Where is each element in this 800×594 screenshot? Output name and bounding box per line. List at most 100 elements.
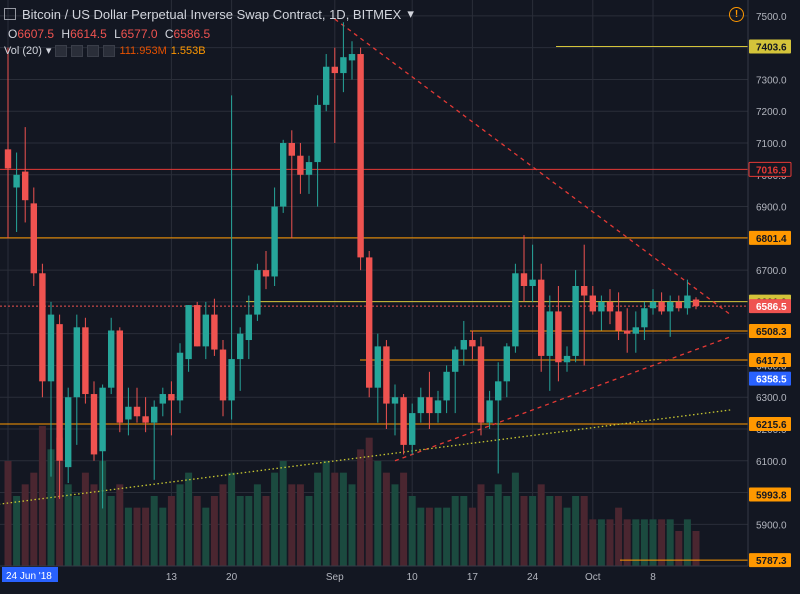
candle-body — [684, 295, 691, 309]
volume-bar — [262, 496, 270, 566]
candle-body — [340, 57, 347, 74]
time-axis[interactable]: 24 Jun '18 13 20 Sep 10 17 24 Oct 8 — [0, 565, 748, 589]
volume-bar — [382, 472, 390, 566]
price-level-tag — [749, 417, 791, 432]
symbol-title[interactable]: Bitcoin / US Dollar Perpetual Inverse Sw… — [22, 6, 402, 22]
price-axis[interactable]: 5900.06000.06100.06200.06300.06400.06500… — [747, 0, 800, 589]
trendlines — [0, 18, 731, 505]
candle-body — [271, 206, 278, 277]
candle-body — [529, 279, 536, 286]
price-level-tag — [749, 230, 791, 245]
chevron-down-icon[interactable]: ▾ — [407, 6, 414, 21]
symbol-header[interactable]: Bitcoin / US Dollar Perpetual Inverse Sw… — [4, 6, 414, 22]
candle-body — [108, 330, 115, 388]
volume-bar — [580, 496, 588, 566]
volume-bar — [47, 449, 55, 566]
candle-body — [589, 295, 596, 312]
price-levels — [0, 46, 748, 561]
volume-bar — [331, 472, 339, 566]
open-label: O — [8, 27, 18, 41]
close-icon[interactable] — [87, 44, 100, 57]
volume-bar — [288, 484, 296, 566]
open-value: 6607.5 — [17, 27, 55, 41]
candle-body — [615, 311, 622, 331]
volume-bar — [167, 496, 175, 566]
candle-body — [219, 349, 227, 401]
volume-bar — [4, 461, 12, 566]
volume-bar — [460, 496, 468, 566]
volume-bar — [391, 484, 399, 566]
volume-bar — [589, 519, 597, 566]
volume-bar — [13, 496, 21, 566]
time-tick-label: 24 — [527, 572, 539, 583]
volume-bar — [245, 496, 253, 566]
candle-body — [606, 301, 614, 312]
time-tick-label: 24 Jun '18 — [6, 571, 52, 582]
price-level-tag — [749, 353, 791, 368]
candle-body — [82, 327, 89, 395]
candle-body — [13, 174, 20, 188]
candle-body — [486, 400, 493, 423]
volume-bar — [597, 519, 605, 566]
volume-label[interactable]: Vol (20) — [4, 44, 42, 57]
volume-bar — [56, 437, 64, 566]
more-icon[interactable] — [103, 44, 116, 57]
volume-bar — [520, 496, 528, 566]
volume-bar — [563, 507, 571, 566]
volume-bar — [357, 449, 365, 566]
candle-body — [495, 381, 502, 401]
time-tick-label: Oct — [585, 572, 601, 583]
volume-legend[interactable]: Vol (20) ▾ 111.953M 1.553B — [4, 44, 206, 57]
candle-body — [391, 397, 399, 404]
price-level-label: 6358.5 — [756, 375, 787, 386]
candle-body — [477, 346, 485, 423]
alert-icon[interactable]: ! — [729, 7, 744, 22]
volume-bar — [486, 496, 494, 566]
volume-bar — [116, 484, 124, 566]
volume-bar — [503, 496, 511, 566]
low-label: L — [114, 27, 121, 41]
volume-bar — [511, 472, 519, 566]
candle-body — [314, 104, 321, 163]
candle-body — [417, 397, 424, 414]
volume-bar — [434, 507, 442, 566]
volume-bar — [90, 484, 98, 566]
price-level-tag — [749, 371, 791, 386]
visibility-icon[interactable] — [55, 44, 68, 57]
candle-body — [159, 394, 166, 404]
volume-bar — [477, 484, 485, 566]
price-level-label: 7016.9 — [756, 165, 787, 176]
volume-bar — [73, 496, 81, 566]
chevron-down-icon[interactable]: ▾ — [45, 45, 52, 57]
candle-body — [4, 149, 12, 169]
candles — [4, 22, 700, 509]
candle-body — [176, 352, 184, 401]
time-tick-label: 20 — [226, 572, 238, 583]
candle-body — [125, 406, 132, 420]
volume-bar — [451, 496, 459, 566]
volume-bar — [159, 507, 167, 566]
candle-body — [520, 273, 528, 286]
volume-bar — [322, 461, 330, 566]
settings-icon[interactable] — [71, 44, 84, 57]
volume-bar — [623, 519, 631, 566]
candle-body — [22, 171, 29, 201]
candle-body — [56, 324, 63, 461]
volume-bar — [546, 496, 554, 566]
candle-body — [443, 371, 450, 401]
price-level-label: 5993.8 — [756, 491, 787, 502]
price-tick-label: 6100.0 — [756, 457, 787, 468]
candle-body — [357, 54, 364, 258]
volume-bar — [150, 496, 158, 566]
candle-body — [503, 346, 510, 382]
volume-bar — [193, 496, 201, 566]
candle-body — [572, 286, 579, 356]
candle-body — [194, 305, 201, 347]
price-tick-label: 6300.0 — [756, 393, 787, 404]
price-level-tag — [749, 39, 791, 54]
volume-bar — [683, 519, 691, 566]
volume-bar — [99, 461, 107, 566]
candle-body — [624, 330, 631, 334]
